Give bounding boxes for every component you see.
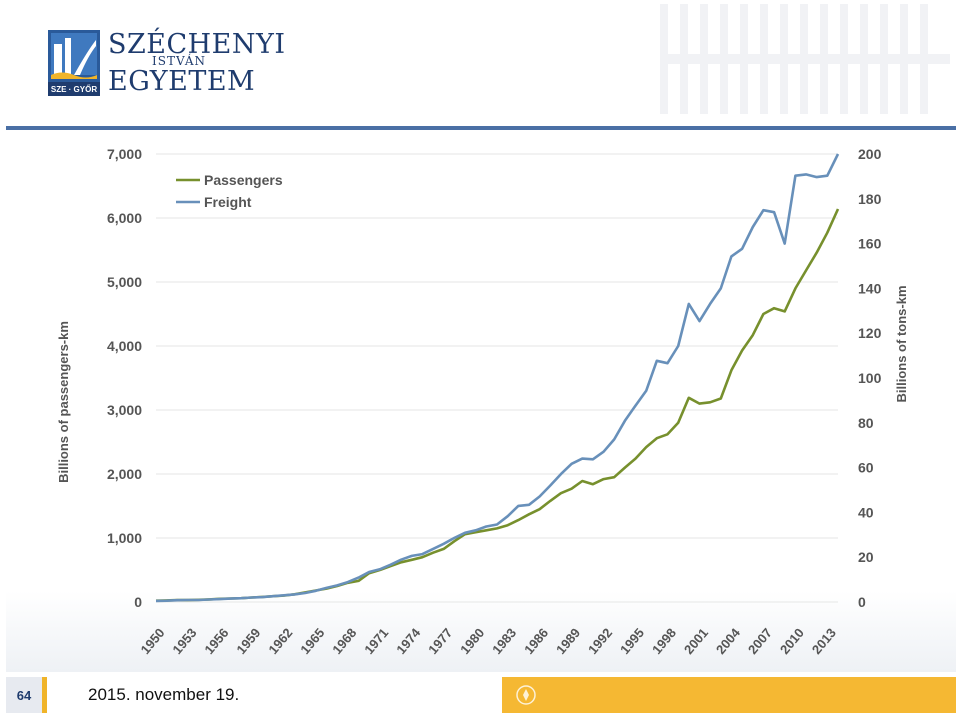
page-number: 64: [6, 677, 47, 713]
x-tick-label: 1980: [457, 625, 487, 657]
line-chart: 0 1,000 2,000 3,000 4,000 5,000 6,000 7,000 0 20…: [56, 146, 909, 657]
x-tick-label: 1992: [585, 625, 615, 657]
emblem-text: SZE · GYŐR: [51, 85, 97, 94]
logo-line2: ISTVÁN: [152, 54, 206, 68]
footer-date: 2015. november 19.: [88, 685, 240, 704]
header: SZE · GYŐR SZÉCHENYI ISTVÁN EGYETEM: [0, 0, 960, 126]
left-axis-label: Billions of passengers-km: [56, 321, 71, 483]
x-tick-label: 1950: [138, 625, 168, 657]
x-tick-label: 2010: [777, 625, 807, 657]
x-axis-ticks: 1950 1953 1956 1959 1962 1965 1968 1971 1974 1977…: [138, 625, 839, 657]
header-divider: [6, 126, 956, 130]
x-tick-label: 2004: [713, 625, 744, 657]
x-tick-label: 2001: [681, 625, 711, 657]
y-tick-right-label: 0: [858, 594, 866, 610]
x-tick-label: 1971: [361, 625, 391, 657]
chart-legend: Passengers Freight: [176, 172, 283, 210]
y-tick-right-label: 60: [858, 460, 874, 476]
footer-accent-bar: [502, 677, 956, 713]
footer: 64 2015. november 19.: [0, 677, 960, 716]
chart-series: [155, 153, 840, 603]
x-tick-label: 1956: [201, 625, 231, 657]
x-tick-label: 1977: [425, 625, 455, 657]
right-axis-label: Billions of tons-km: [894, 286, 909, 403]
x-tick-label: 1974: [393, 625, 424, 657]
y-tick-left-label: 1,000: [107, 530, 142, 546]
left-axis-ticks: 0 1,000 2,000 3,000 4,000 5,000 6,000 7,000: [107, 146, 142, 610]
y-tick-left-label: 0: [134, 594, 142, 610]
y-tick-right-label: 100: [858, 370, 882, 386]
y-tick-left-label: 6,000: [107, 210, 142, 226]
y-tick-left-label: 3,000: [107, 402, 142, 418]
chart-grid: [156, 153, 838, 603]
x-tick-label: 1989: [553, 625, 583, 657]
legend-label-freight: Freight: [204, 194, 252, 210]
chart-container: 0 1,000 2,000 3,000 4,000 5,000 6,000 7,000 0 20…: [6, 132, 956, 672]
emblem-icon: [516, 685, 536, 705]
series-line-freight: [155, 153, 840, 603]
logo-line3: EGYETEM: [108, 66, 256, 97]
university-emblem-icon: SZE · GYŐR: [48, 30, 100, 96]
watermark-pattern: [660, 4, 950, 114]
y-tick-left-label: 4,000: [107, 338, 142, 354]
x-tick-label: 2013: [809, 625, 839, 657]
series-line-passengers: [155, 208, 840, 602]
y-tick-right-label: 40: [858, 504, 874, 520]
y-tick-right-label: 200: [858, 146, 882, 162]
y-tick-right-label: 160: [858, 236, 882, 252]
x-tick-label: 1998: [649, 625, 679, 657]
x-tick-label: 1953: [169, 625, 199, 657]
x-tick-label: 1959: [233, 625, 263, 657]
right-axis-ticks: 0 20 40 60 80 100 120 140 160 180 200: [858, 146, 882, 610]
x-tick-label: 1986: [521, 625, 551, 657]
y-tick-right-label: 20: [858, 549, 874, 565]
y-tick-left-label: 5,000: [107, 274, 142, 290]
legend-label-passengers: Passengers: [204, 172, 283, 188]
logo-line1: SZÉCHENYI: [108, 29, 286, 60]
x-tick-label: 1962: [265, 625, 295, 657]
x-tick-label: 1995: [617, 625, 647, 657]
y-tick-right-label: 120: [858, 325, 882, 341]
y-tick-left-label: 7,000: [107, 146, 142, 162]
y-tick-right-label: 140: [858, 280, 882, 296]
y-tick-right-label: 80: [858, 415, 874, 431]
x-tick-label: 1983: [489, 625, 519, 657]
x-tick-label: 2007: [745, 625, 775, 657]
x-tick-label: 1968: [329, 625, 359, 657]
university-logo[interactable]: SZE · GYŐR SZÉCHENYI ISTVÁN EGYETEM: [48, 29, 288, 100]
x-tick-label: 1965: [297, 625, 327, 657]
y-tick-right-label: 180: [858, 191, 882, 207]
y-tick-left-label: 2,000: [107, 466, 142, 482]
